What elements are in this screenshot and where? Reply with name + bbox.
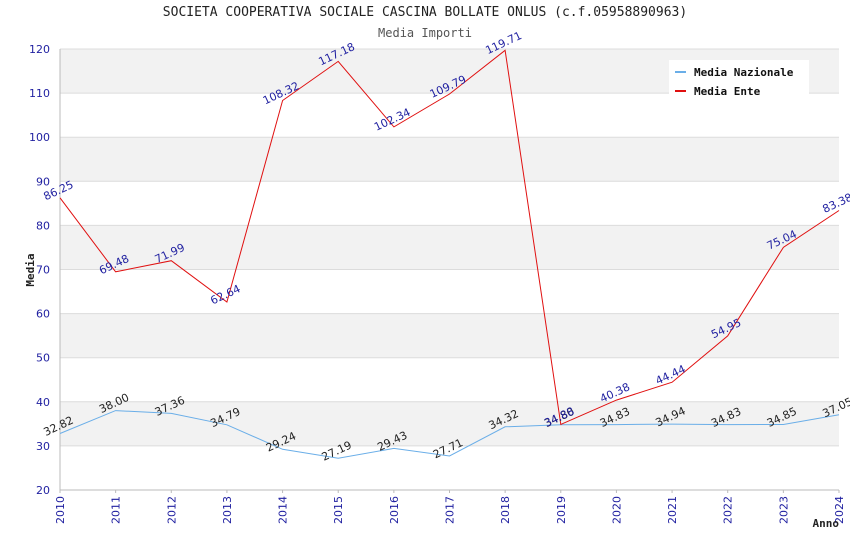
legend-item-media-ente: Media Ente: [675, 84, 760, 98]
y-axis-title: Media: [24, 253, 37, 286]
plot-bands: [60, 49, 839, 490]
legend-label-media-nazionale: Media Nazionale: [694, 65, 794, 79]
x-tick-label: 2016: [388, 496, 401, 524]
x-tick-label: 2024: [833, 496, 846, 524]
y-tick-label: 90: [36, 175, 50, 188]
plot-band: [60, 225, 839, 270]
series-line-media-ente: [59, 49, 840, 426]
y-tick-label: 100: [29, 131, 50, 144]
plot-band: [60, 357, 839, 402]
y-tick-label: 40: [36, 396, 50, 409]
x-tick-label: 2017: [444, 496, 457, 524]
legend-swatch-media-nazionale: [675, 71, 686, 73]
y-tick-label: 50: [36, 352, 50, 365]
legend: Media Nazionale Media Ente: [669, 60, 809, 100]
plot-band: [60, 137, 839, 182]
y-tick-label: 30: [36, 440, 50, 453]
plot-band: [60, 269, 839, 314]
y-tick-label: 20: [36, 484, 50, 497]
x-tick-label: 2012: [165, 496, 178, 524]
legend-swatch-media-ente: [675, 90, 686, 92]
x-tick-label: 2010: [54, 496, 67, 524]
plot-band: [60, 93, 839, 138]
x-tick-label: 2021: [666, 496, 679, 524]
series-line-media-nazionale: [59, 410, 840, 459]
y-tick-label: 110: [29, 87, 50, 100]
chart-title: SOCIETA COOPERATIVA SOCIALE CASCINA BOLL…: [162, 5, 688, 20]
x-tick-label: 2020: [610, 496, 623, 524]
y-tick-label: 120: [29, 43, 50, 56]
plot-band: [60, 313, 839, 358]
plot-band: [60, 445, 839, 490]
axes: [59, 49, 840, 493]
x-tick-label: 2022: [722, 496, 735, 524]
legend-item-media-nazionale: Media Nazionale: [675, 65, 793, 79]
x-tick-label: 2023: [777, 496, 790, 524]
x-tick-label: 2011: [110, 496, 123, 524]
x-tick-label: 2019: [555, 496, 568, 524]
legend-label-media-ente: Media Ente: [694, 84, 761, 98]
plot-band: [60, 401, 839, 446]
x-tick-label: 2015: [332, 496, 345, 524]
x-axis-title: Anno: [813, 517, 840, 530]
y-tick-label: 70: [36, 264, 50, 277]
x-tick-labels: 2010 2011 2012 2013 2014 2015 2016 2017 2018 2019…: [54, 496, 846, 524]
y-tick-label: 60: [36, 308, 50, 321]
chart-subtitle: Media Importi: [378, 26, 472, 40]
series-lines: [59, 49, 840, 459]
x-tick-label: 2013: [221, 496, 234, 524]
x-tick-label: 2018: [499, 496, 512, 524]
plot-band: [60, 181, 839, 226]
x-tick-label: 2014: [277, 496, 290, 524]
y-tick-label: 80: [36, 219, 50, 232]
y-tick-labels: 20 30 40 50 60 70 80 90 100 110 120: [29, 43, 50, 497]
